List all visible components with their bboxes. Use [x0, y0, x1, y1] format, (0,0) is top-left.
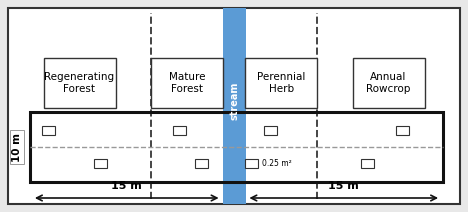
Text: Regenerating
Forest: Regenerating Forest: [44, 72, 115, 94]
Bar: [264, 126, 277, 135]
Bar: [396, 126, 410, 135]
Bar: [245, 159, 258, 168]
Text: 10 m: 10 m: [12, 132, 22, 162]
Bar: [173, 126, 186, 135]
Text: 0.25 m²: 0.25 m²: [262, 159, 292, 168]
Text: Annual
Rowcrop: Annual Rowcrop: [366, 72, 411, 94]
Bar: [360, 159, 373, 168]
Bar: [151, 58, 223, 108]
Bar: [352, 58, 424, 108]
Bar: [95, 159, 108, 168]
Text: stream: stream: [229, 82, 239, 120]
Bar: [195, 159, 207, 168]
Bar: [42, 126, 55, 135]
Text: Perennial
Herb: Perennial Herb: [257, 72, 306, 94]
Text: Mature
Forest: Mature Forest: [168, 72, 205, 94]
Text: 15 m: 15 m: [329, 181, 359, 191]
Bar: [222, 8, 246, 204]
Bar: [30, 112, 443, 182]
Text: 15 m: 15 m: [111, 181, 142, 191]
Bar: [245, 58, 317, 108]
Bar: [44, 58, 116, 108]
